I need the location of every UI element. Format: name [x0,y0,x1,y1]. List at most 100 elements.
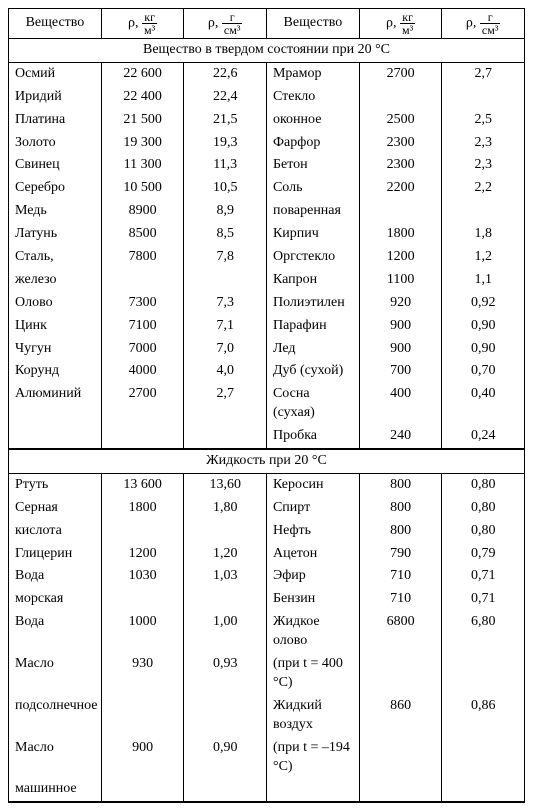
cell-kgm3: 860 [359,695,442,737]
table-row: Цинк71007,1Парафин9000,90 [9,315,525,338]
cell-gcm3: 0,90 [184,737,267,779]
cell-kgm3: 710 [359,565,442,588]
table-row: Масло9300,93(при t = 400 °С) [9,653,525,695]
cell-kgm3: 22 400 [101,86,184,109]
cell-name: Алюминий [9,383,102,425]
cell-kgm3 [101,588,184,611]
section-liquid: Жидкость при 20 °С [9,450,525,474]
cell-kgm3 [359,778,442,801]
cell-name: Серебро [9,177,102,200]
col-rho-gcm3-1: ρ, гсм³ [184,9,267,39]
cell-kgm3: 10 500 [101,177,184,200]
cell-gcm3: 22,6 [184,62,267,85]
cell-kgm3 [101,269,184,292]
cell-name: Платина [9,109,102,132]
cell-name: Вода [9,565,102,588]
cell-gcm3: 19,3 [184,132,267,155]
cell-kgm3 [101,778,184,801]
cell-gcm3 [442,737,525,779]
cell-name: поваренная [266,200,359,223]
cell-gcm3: 8,5 [184,223,267,246]
cell-kgm3: 7300 [101,292,184,315]
cell-name: Золото [9,132,102,155]
cell-gcm3: 2,2 [442,177,525,200]
cell-name: Иридий [9,86,102,109]
cell-gcm3 [184,588,267,611]
cell-kgm3 [101,695,184,737]
cell-name: Ртуть [9,473,102,496]
cell-kgm3: 6800 [359,611,442,653]
cell-gcm3 [442,86,525,109]
cell-gcm3: 7,3 [184,292,267,315]
cell-kgm3 [101,520,184,543]
table-row: Свинец11 30011,3Бетон23002,3 [9,154,525,177]
cell-name: Корунд [9,360,102,383]
table-row: Осмий22 60022,6Мрамор27002,7 [9,62,525,85]
cell-kgm3: 1200 [101,543,184,566]
cell-name: Оргстекло [266,246,359,269]
table-row: Масло9000,90(при t = –194 °С) [9,737,525,779]
cell-gcm3: 13,60 [184,473,267,496]
cell-gcm3 [442,200,525,223]
cell-name: оконное [266,109,359,132]
cell-kgm3: 710 [359,588,442,611]
cell-kgm3: 800 [359,473,442,496]
cell-name: Масло [9,653,102,695]
cell-gcm3: 0,93 [184,653,267,695]
table-row: Вода10301,03Эфир7100,71 [9,565,525,588]
cell-name: Пробка [266,425,359,448]
cell-name: Бензин [266,588,359,611]
cell-gcm3: 7,8 [184,246,267,269]
cell-gcm3: 1,00 [184,611,267,653]
cell-kgm3: 4000 [101,360,184,383]
table-row: морскаяБензин7100,71 [9,588,525,611]
cell-gcm3 [184,778,267,801]
cell-name: машинное [9,778,102,801]
cell-name: железо [9,269,102,292]
cell-gcm3: 1,1 [442,269,525,292]
cell-name: Свинец [9,154,102,177]
cell-gcm3: 4,0 [184,360,267,383]
cell-kgm3: 240 [359,425,442,448]
cell-gcm3 [184,269,267,292]
cell-kgm3: 2300 [359,154,442,177]
cell-gcm3 [184,695,267,737]
table-row: Латунь85008,5Кирпич18001,8 [9,223,525,246]
cell-gcm3: 21,5 [184,109,267,132]
table-row: железоКапрон11001,1 [9,269,525,292]
cell-gcm3: 0,92 [442,292,525,315]
table-row: Серебро10 50010,5Соль22002,2 [9,177,525,200]
table-row: Чугун70007,0Лед9000,90 [9,338,525,361]
cell-gcm3: 0,79 [442,543,525,566]
cell-gcm3: 1,8 [442,223,525,246]
cell-name: (при t = 400 °С) [266,653,359,695]
cell-name: Сосна (сухая) [266,383,359,425]
table-row: Сталь,78007,8Оргстекло12001,2 [9,246,525,269]
cell-kgm3: 700 [359,360,442,383]
cell-gcm3: 7,0 [184,338,267,361]
cell-kgm3 [359,86,442,109]
cell-kgm3 [101,425,184,448]
cell-gcm3: 0,24 [442,425,525,448]
cell-kgm3: 1030 [101,565,184,588]
cell-kgm3: 2200 [359,177,442,200]
cell-kgm3: 900 [359,338,442,361]
cell-kgm3: 21 500 [101,109,184,132]
density-table: Вещество ρ, кгм³ ρ, гсм³ Вещество ρ, кгм… [8,8,525,803]
cell-name: Кирпич [266,223,359,246]
table-row: Глицерин12001,20Ацетон7900,79 [9,543,525,566]
cell-kgm3: 1800 [101,497,184,520]
cell-gcm3 [442,778,525,801]
cell-gcm3: 11,3 [184,154,267,177]
section-solid-label: Вещество в твердом состоянии при 20 °С [9,39,525,63]
section-solid: Вещество в твердом состоянии при 20 °С [9,39,525,63]
table-row: Корунд40004,0Дуб (сухой)7000,70 [9,360,525,383]
cell-kgm3: 920 [359,292,442,315]
cell-name: Осмий [9,62,102,85]
cell-kgm3: 400 [359,383,442,425]
cell-name [266,778,359,801]
cell-name: Олово [9,292,102,315]
cell-name: Цинк [9,315,102,338]
cell-name: Стекло [266,86,359,109]
cell-name: кислота [9,520,102,543]
